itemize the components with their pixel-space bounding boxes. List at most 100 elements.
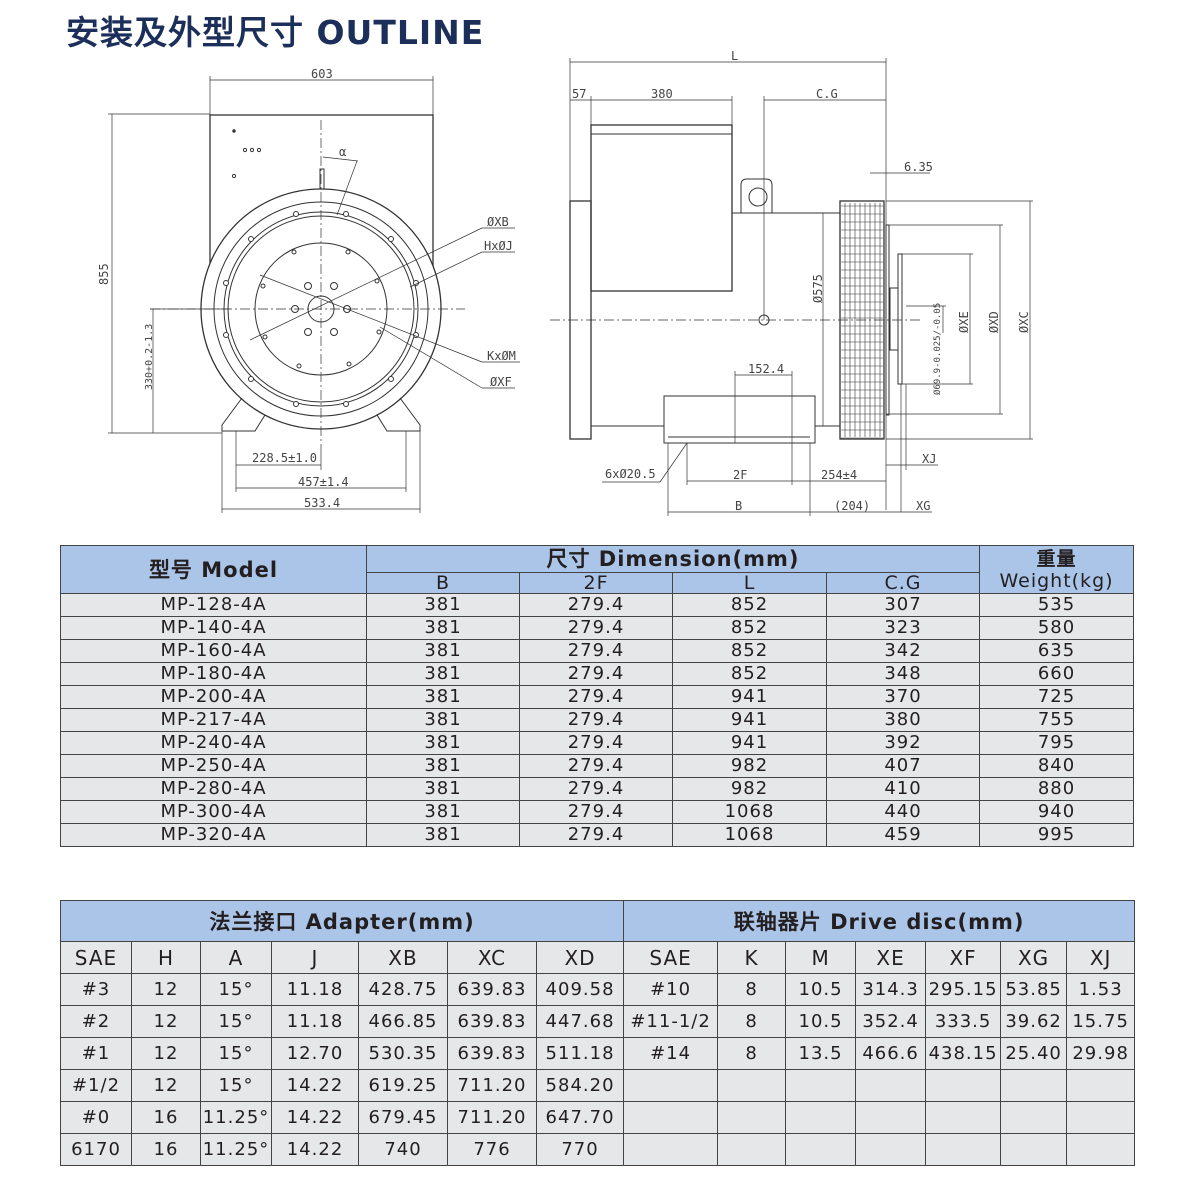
table-cell: 323 [826,616,980,640]
table-cell: 16 [131,1101,201,1134]
table-cell: MP-250-4A [60,754,367,778]
table-cell: 770 [535,1133,625,1166]
table-cell [925,1133,1002,1166]
table-cell: 438.15 [925,1037,1002,1070]
table-cell: 381 [366,800,520,824]
model-header: 型号 Model [60,545,367,594]
table-cell: 15.75 [1066,1005,1136,1038]
table-cell: 639.83 [447,1037,537,1070]
table-cell: 314.3 [855,973,927,1006]
table-cell: 333.5 [925,1005,1002,1038]
table-cell: 342 [826,639,980,663]
table-row: #1 12 15° 12.70 530.35 639.83 511.18 #14 8 13.5 46… [60,1037,1136,1070]
table-cell: 639.83 [447,973,537,1006]
column-header: XG [1000,941,1068,974]
label-xe: ØXE [957,311,971,333]
column-header: C.G [826,572,980,594]
table-cell: 852 [672,593,827,617]
table-cell: 25.40 [1000,1037,1068,1070]
table-cell [717,1101,787,1134]
table-cell: 407 [826,754,980,778]
table-cell: 12 [131,973,201,1006]
table-cell: MP-240-4A [60,731,367,755]
table-cell: 776 [447,1133,537,1166]
dim-380: 380 [651,87,673,101]
label-xf: ØXF [490,375,512,389]
angle-label: α [339,145,346,159]
weight-header-cn: 重量 [1036,547,1077,570]
table-cell: 279.4 [519,639,673,663]
table-cell: 381 [366,777,520,801]
table-cell: 941 [672,685,827,709]
table-row: #3 12 15° 11.18 428.75 639.83 409.58 #10 8 10.5 31… [60,973,1136,1006]
table-cell: 380 [826,708,980,732]
table-cell: 982 [672,754,827,778]
table-cell: MP-280-4A [60,777,367,801]
table-cell: 852 [672,616,827,640]
table-cell: 1068 [672,800,827,824]
table-cell: 511.18 [535,1037,625,1070]
drive-disc-header: 联轴器片 Drive disc(mm) [623,900,1136,942]
table-cell: 381 [366,731,520,755]
table-cell: 279.4 [519,708,673,732]
table-cell: 466.6 [855,1037,927,1070]
table-cell: 279.4 [519,777,673,801]
table-cell: 295.15 [925,973,1002,1006]
table-cell: 53.85 [1000,973,1068,1006]
table-cell: MP-180-4A [60,662,367,686]
column-header: SAE [60,941,132,974]
dim-152-4: 152.4 [748,362,784,376]
table-cell: 580 [979,616,1134,640]
table-cell: 348 [826,662,980,686]
label-km: KxØM [487,349,516,363]
table-cell [855,1069,927,1102]
outline-drawing: 603 855 330+0.2-1.3 α ØXB HxØJ KxØM ØXF … [97,49,1033,516]
table-cell: 14.22 [271,1101,359,1134]
table-row: MP-280-4A 381 279.4 982 410 880 [60,777,1134,801]
label-xj: XJ [922,452,936,466]
dim-204: (204) [834,499,870,513]
weight-header: 重量 Weight(kg) [979,545,1134,594]
table-cell: 381 [366,616,520,640]
table-cell [1066,1101,1136,1134]
table-cell: 381 [366,685,520,709]
dim-l: L [731,49,738,63]
table-cell: 409.58 [535,973,625,1006]
table-row: #2 12 15° 11.18 466.85 639.83 447.68 #11-1/2 8 10… [60,1005,1136,1038]
table-cell: 381 [366,823,520,847]
table-cell: 941 [672,708,827,732]
table-cell [855,1101,927,1134]
table-cell: 381 [366,593,520,617]
column-header: XE [855,941,927,974]
table-cell: 635 [979,639,1134,663]
table-cell: 840 [979,754,1134,778]
table-cell [925,1069,1002,1102]
table-row: MP-180-4A 381 279.4 852 348 660 [60,662,1134,686]
front-view [108,76,520,513]
table-cell: #0 [60,1101,132,1134]
shaft-diameter: Ø69.9-0.025/-0.05 [932,303,943,395]
dim-575: Ø575 [811,274,825,303]
table-cell: 14.22 [271,1133,359,1166]
table-cell: 995 [979,823,1134,847]
table-cell: 16 [131,1133,201,1166]
table-cell: MP-300-4A [60,800,367,824]
column-header: H [131,941,201,974]
table-cell: 370 [826,685,980,709]
table-cell: 10.5 [785,1005,857,1038]
page-title: 安装及外型尺寸 OUTLINE [66,13,485,52]
label-xd: ØXD [987,311,1001,333]
table-cell: 982 [672,777,827,801]
table-cell: 647.70 [535,1101,625,1134]
table-cell: 11.18 [271,973,359,1006]
dim-b: B [735,499,742,513]
table-cell: 459 [826,823,980,847]
table-cell [785,1101,857,1134]
column-header: XB [358,941,448,974]
table-row: MP-300-4A 381 279.4 1068 440 940 [60,800,1134,824]
table-cell: 6170 [60,1133,132,1166]
table-cell: MP-200-4A [60,685,367,709]
label-hj: HxØJ [484,239,513,253]
dimension-header: 尺寸 Dimension(mm) [366,545,980,573]
table-cell: #14 [623,1037,719,1070]
